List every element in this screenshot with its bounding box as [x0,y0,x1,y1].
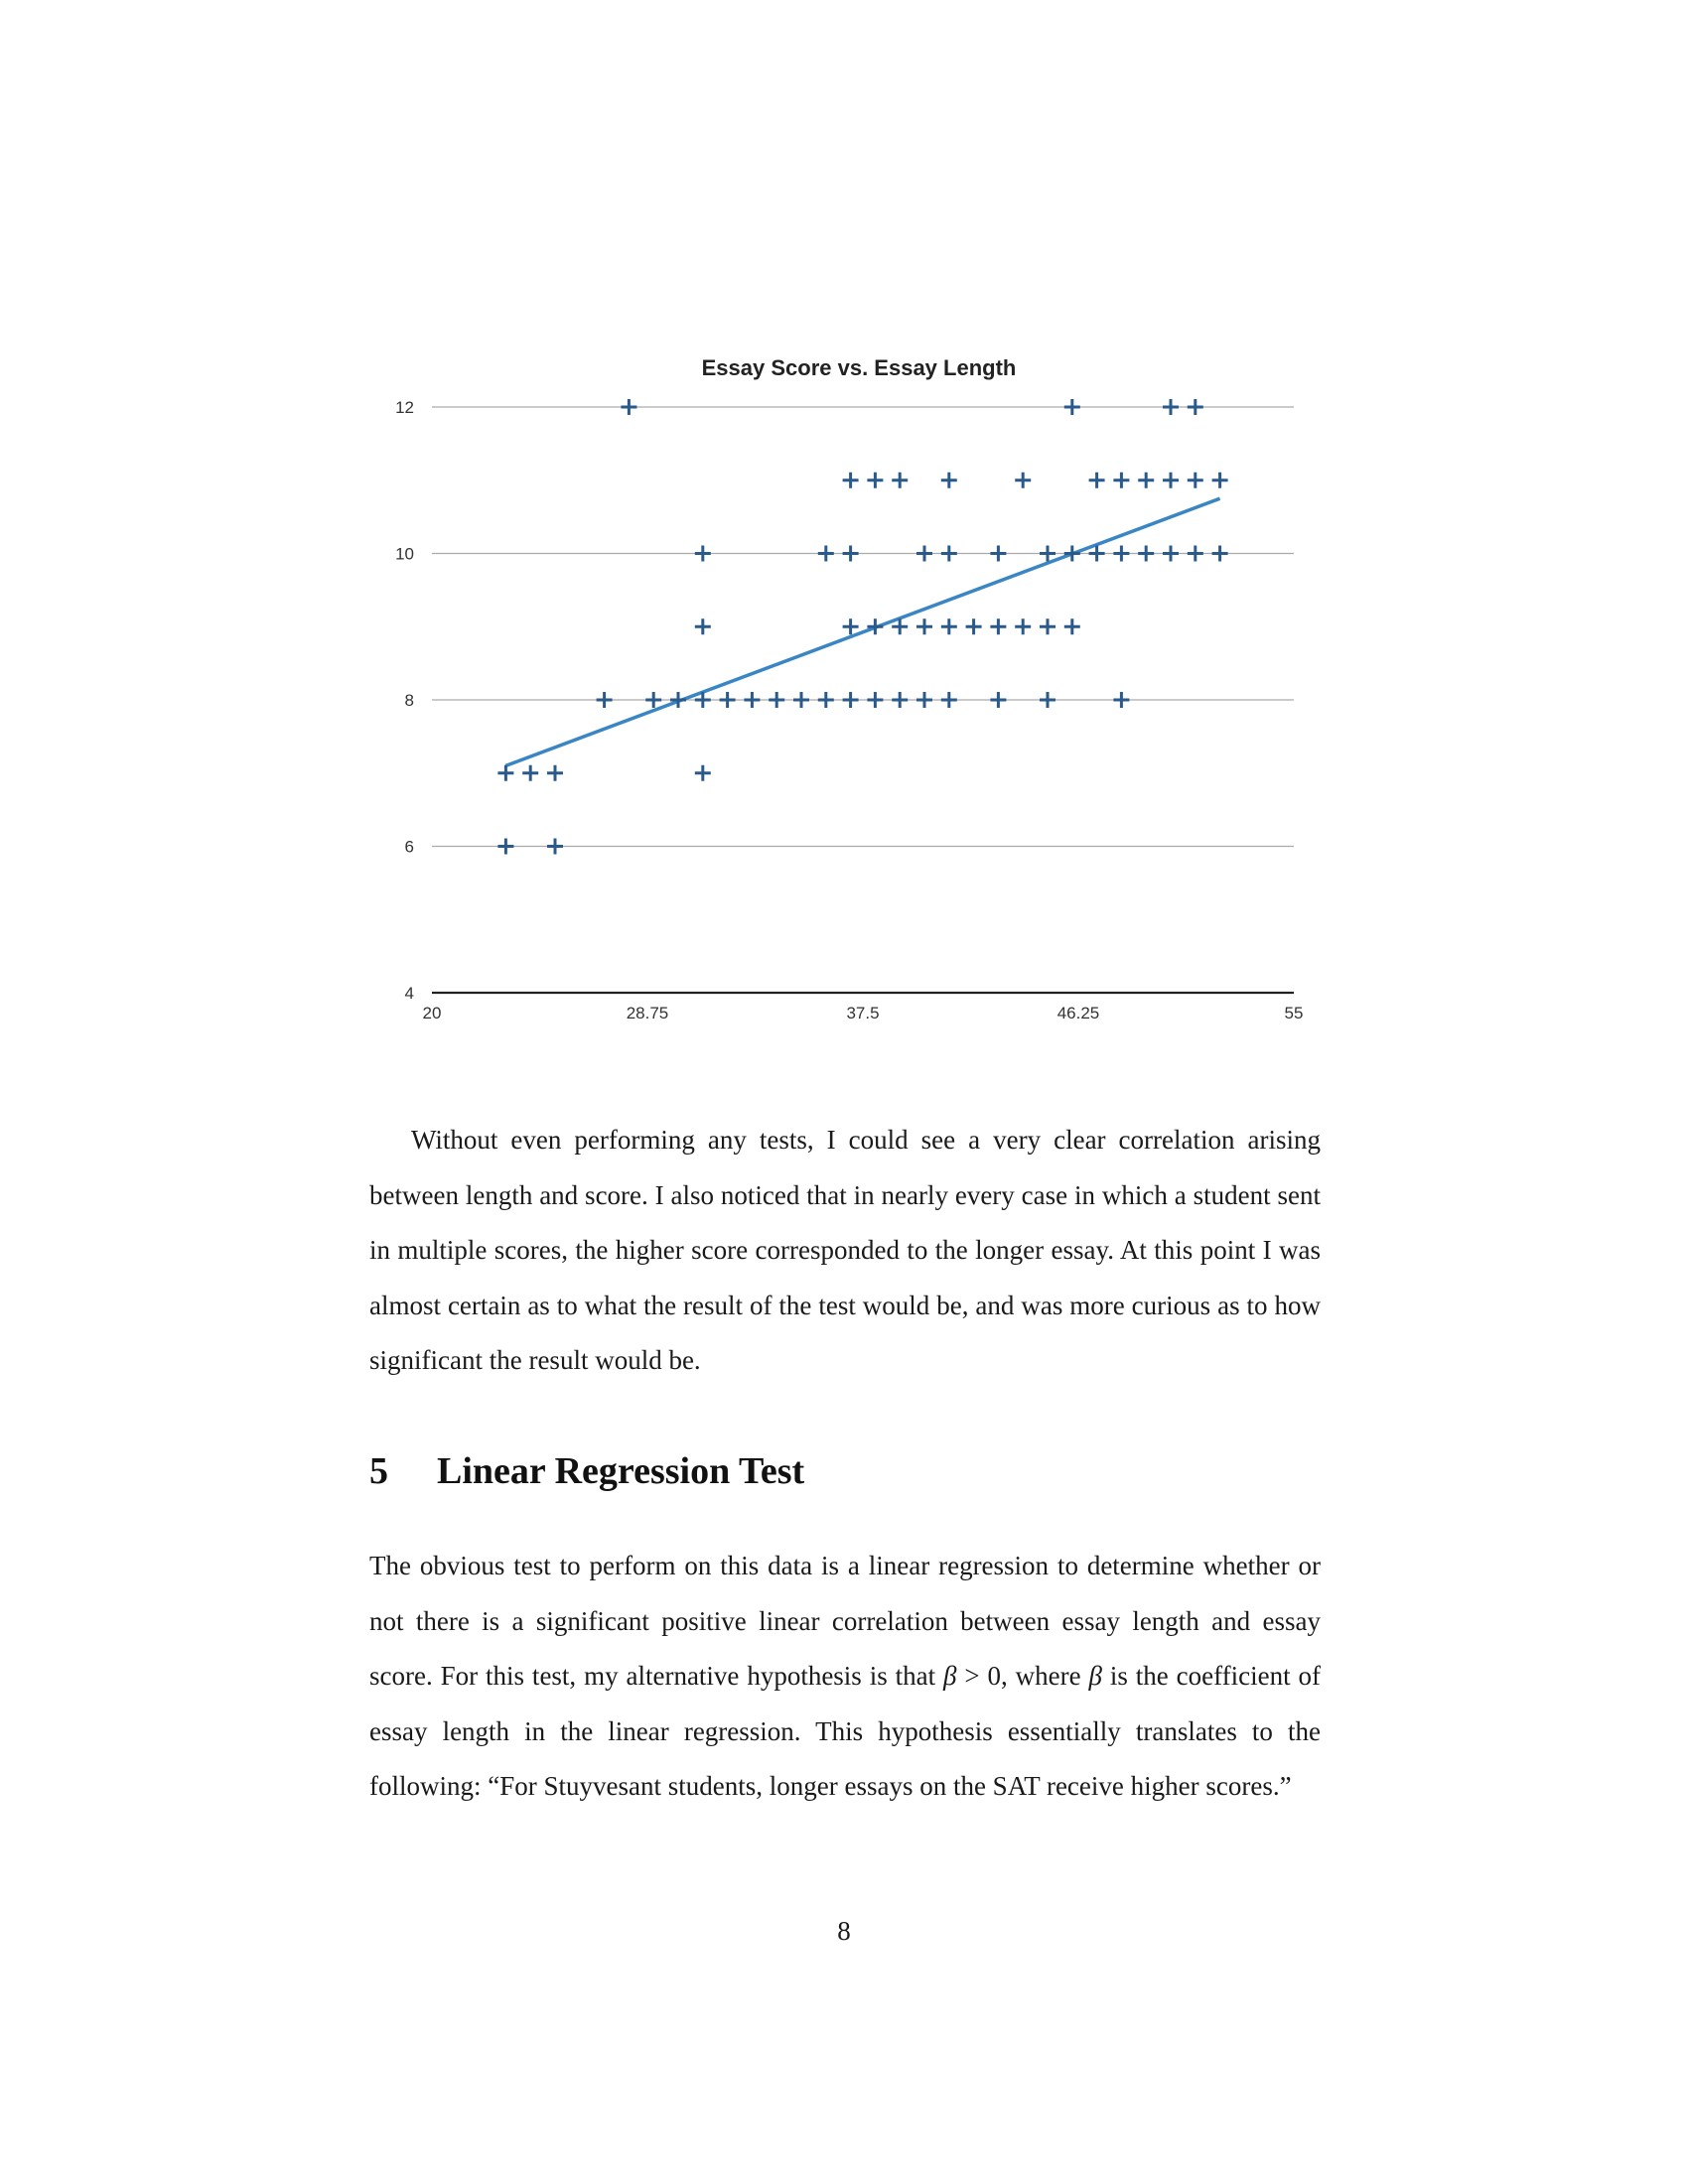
data-point [793,692,809,708]
gridlines [432,406,1294,995]
data-point [547,838,563,855]
data-point [621,399,637,415]
data-point [990,618,1007,635]
data-point [497,838,514,855]
data-point [1187,472,1203,488]
data-point [867,692,884,708]
data-point [596,692,613,708]
data-point [940,692,957,708]
y-tick-label: 4 [405,984,414,1003]
data-point [1211,545,1228,562]
data-point [1113,692,1130,708]
data-point [497,764,514,781]
data-point [1063,618,1080,635]
data-point [1063,545,1080,562]
data-point [694,545,711,562]
data-point [1113,472,1130,488]
y-tick-label: 12 [395,398,414,417]
data-point [1088,545,1105,562]
data-point [670,692,686,708]
data-point [522,764,539,781]
data-point [744,692,761,708]
paragraph-observation: Without even performing any tests, I cou… [369,1125,1321,1375]
x-tick-label: 20 [423,1004,442,1023]
section-title: Linear Regression Test [437,1450,805,1492]
data-point [867,472,884,488]
data-point [916,618,932,635]
paragraph-regression: The obvious test to perform on this data… [369,1539,1321,1815]
y-tick-label: 8 [405,691,414,710]
data-point [1040,692,1055,708]
section-heading: 5 Linear Regression Test [369,1449,804,1495]
data-point [1040,545,1055,562]
section-number: 5 [369,1450,388,1492]
data-point [990,545,1007,562]
data-point [965,618,982,635]
data-point [940,618,957,635]
data-point [817,692,834,708]
data-point [817,545,834,562]
data-point [769,692,785,708]
data-point [842,545,859,562]
beta-symbol: β [1088,1661,1102,1691]
y-tick-label: 6 [405,838,414,857]
data-point [1113,545,1130,562]
data-point [892,618,909,635]
paragraph-text-part: is the coefficient of essay length in th… [369,1661,1322,1801]
data-point [1187,545,1203,562]
data-point [547,764,563,781]
y-tick-labels: 4 6 8 10 12 [395,398,414,1003]
data-point [694,618,711,635]
data-point [694,764,711,781]
data-point [645,692,662,708]
data-point [916,692,932,708]
beta-symbol: β [943,1661,957,1691]
y-tick-label: 10 [395,545,414,564]
data-point [1063,399,1080,415]
data-point [719,692,736,708]
data-point [694,692,711,708]
paragraph-text-part: The obvious test to perform on this data… [369,1551,1321,1691]
data-point [842,618,859,635]
data-point [1163,399,1179,415]
data-point [1187,399,1203,415]
data-point [940,472,957,488]
data-point [990,692,1007,708]
data-point [1211,472,1228,488]
x-tick-label: 46.25 [1057,1004,1100,1023]
x-tick-label: 28.75 [627,1004,669,1023]
data-point [1015,472,1032,488]
x-tick-label: 37.5 [846,1004,879,1023]
chart-title: Essay Score vs. Essay Length [702,355,1017,380]
x-tick-labels: 20 28.75 37.5 46.25 55 [423,1004,1304,1023]
data-point [1163,472,1179,488]
data-point [892,692,909,708]
data-point [842,692,859,708]
data-point [916,545,932,562]
data-point [867,618,884,635]
page-number: 8 [837,1916,851,1946]
data-point [1138,545,1155,562]
data-point [1163,545,1179,562]
trendline [504,496,1221,768]
x-tick-label: 55 [1285,1004,1304,1023]
data-point [1015,618,1032,635]
data-point [1040,618,1055,635]
data-point [842,472,859,488]
data-point [1088,472,1105,488]
paragraph-text-part: > 0, where [956,1661,1089,1691]
data-point [940,545,957,562]
data-point [1138,472,1155,488]
data-points [497,399,1228,855]
data-point [892,472,909,488]
